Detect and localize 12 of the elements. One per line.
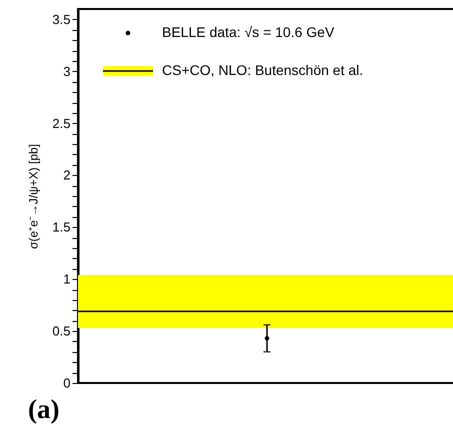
y-tick-label: 1.5	[52, 220, 70, 235]
y-tick-label: 0.5	[52, 324, 70, 339]
legend-label: CS+CO, NLO: Butenschön et al.	[162, 62, 364, 78]
text: (a)	[28, 394, 60, 424]
y-tick-label: 2.5	[52, 116, 70, 131]
y-tick-label: 0	[63, 376, 70, 390]
y-tick-label: 3	[63, 64, 70, 79]
y-tick-label: 2	[63, 168, 70, 183]
y-axis-title: σ(e⁺e⁻→J/ψ+X) [pb]	[26, 144, 40, 249]
y-tick-label: 1	[63, 272, 70, 287]
legend-label: BELLE data: √s = 10.6 GeV	[162, 24, 335, 40]
y-tick-label: 3.5	[52, 12, 70, 27]
